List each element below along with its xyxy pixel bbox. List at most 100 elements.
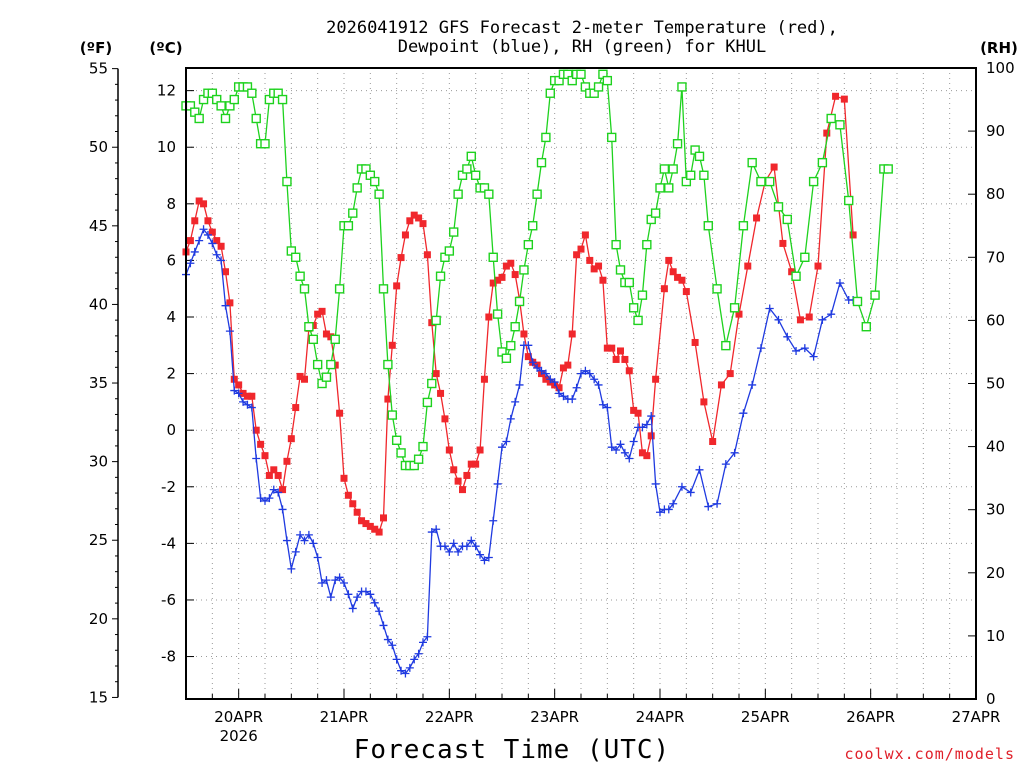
temperature-point: [283, 457, 291, 465]
dewpoint-point: [577, 369, 585, 378]
rh-point: [817, 157, 828, 168]
dewpoint-point: [480, 556, 489, 565]
temperature-point: [849, 231, 857, 239]
dewpoint-point: [326, 593, 335, 602]
dewpoint-point: [629, 437, 638, 446]
dewpoint-point: [256, 494, 265, 503]
temperature-point: [647, 432, 655, 440]
temperature-point: [814, 262, 822, 270]
rh-point: [387, 410, 397, 420]
rh-point: [826, 113, 836, 124]
dewpoint-point: [370, 598, 379, 607]
rh-tick-label: 100: [986, 59, 1015, 77]
dewpoint-point: [581, 366, 590, 375]
temperature-point: [243, 392, 251, 400]
dewpoint-point: [423, 632, 432, 641]
rh-point: [378, 284, 389, 294]
temperature-point: [573, 251, 581, 259]
temperature-point: [459, 486, 466, 494]
x-tick-label: 24APR: [636, 708, 685, 726]
dewpoint-point: [642, 420, 651, 429]
rh-tick-label: 80: [986, 185, 1005, 203]
dewpoint-point: [234, 389, 243, 398]
fahrenheit-tick-label: 20: [89, 610, 108, 628]
temperature-point: [568, 330, 576, 338]
temperature-point: [432, 370, 440, 378]
rh-point: [637, 290, 648, 300]
temperature-point: [186, 237, 194, 245]
rh-tick-label: 20: [986, 564, 1005, 582]
dewpoint-point: [598, 400, 607, 409]
temperature-point: [358, 517, 366, 525]
temperature-point: [753, 214, 761, 222]
rh-point: [677, 82, 687, 92]
dewpoint-point: [704, 502, 713, 511]
temperature-point: [393, 282, 401, 290]
temperature-point: [292, 404, 300, 412]
rh-point: [501, 353, 512, 363]
temperature-point: [415, 214, 423, 222]
dewpoint-point: [669, 499, 678, 508]
rh-point: [247, 88, 257, 98]
celsius-tick-label: -6: [161, 591, 176, 609]
dewpoint-point: [664, 505, 673, 514]
temperature-point: [287, 435, 295, 443]
dewpoint-point: [274, 488, 283, 497]
temperature-point: [638, 449, 646, 457]
temperature-point: [371, 525, 379, 533]
temperature-point: [634, 409, 642, 417]
temperature-point: [665, 256, 673, 264]
dewpoint-point: [379, 621, 388, 630]
temperature-point: [520, 330, 528, 338]
rh-point: [642, 239, 652, 250]
dewpoint-point: [515, 380, 524, 389]
rh-tick-label: 90: [986, 122, 1005, 140]
temperature-point: [485, 313, 493, 321]
dewpoint-point: [335, 573, 344, 582]
rh-point: [756, 176, 766, 187]
rh-point: [800, 252, 810, 263]
dewpoint-point: [190, 247, 199, 256]
temperature-point: [301, 375, 308, 383]
rh-point: [229, 94, 239, 105]
rh-point: [348, 208, 358, 218]
rh-point: [492, 309, 503, 319]
temperature-point: [296, 372, 304, 380]
temperature-point: [423, 251, 431, 259]
rh-point: [422, 397, 433, 408]
temperature-point: [208, 228, 216, 236]
temperature-point: [314, 310, 322, 318]
fahrenheit-tick-label: 55: [89, 60, 108, 78]
rh-point: [883, 164, 893, 174]
dewpoint-point: [296, 530, 305, 539]
dewpoint-point: [677, 482, 686, 491]
dewpoint-point: [366, 590, 375, 599]
rh-point: [602, 75, 613, 86]
dewpoint-point: [217, 256, 226, 265]
rh-point: [330, 334, 340, 345]
dewpoint-point: [405, 663, 414, 672]
dewpoint-point: [467, 536, 476, 545]
dewpoint-point: [739, 409, 748, 418]
rh-point: [334, 284, 345, 294]
rh-point: [844, 195, 854, 206]
source-credit: coolwx.com/models: [844, 745, 1015, 763]
rh-tick-label: 60: [986, 311, 1005, 329]
fahrenheit-tick-label: 30: [89, 453, 108, 471]
temperature-point: [467, 460, 475, 468]
temperature-point: [213, 237, 221, 245]
rh-tick-label: 30: [986, 501, 1005, 519]
dewpoint-point: [462, 542, 471, 551]
dewpoint-point: [484, 553, 493, 562]
celsius-unit-label: (ºC): [149, 39, 182, 57]
dewpoint-point: [783, 332, 792, 341]
dewpoint-point: [550, 378, 559, 387]
dewpoint-point: [265, 494, 274, 503]
x-tick-label: 27APR: [952, 708, 1001, 726]
dewpoint-point: [318, 578, 327, 587]
rh-point: [712, 284, 722, 294]
temperature-point: [555, 384, 563, 392]
fahrenheit-unit-label: (ºF): [80, 39, 112, 57]
dewpoint-point: [818, 315, 827, 324]
